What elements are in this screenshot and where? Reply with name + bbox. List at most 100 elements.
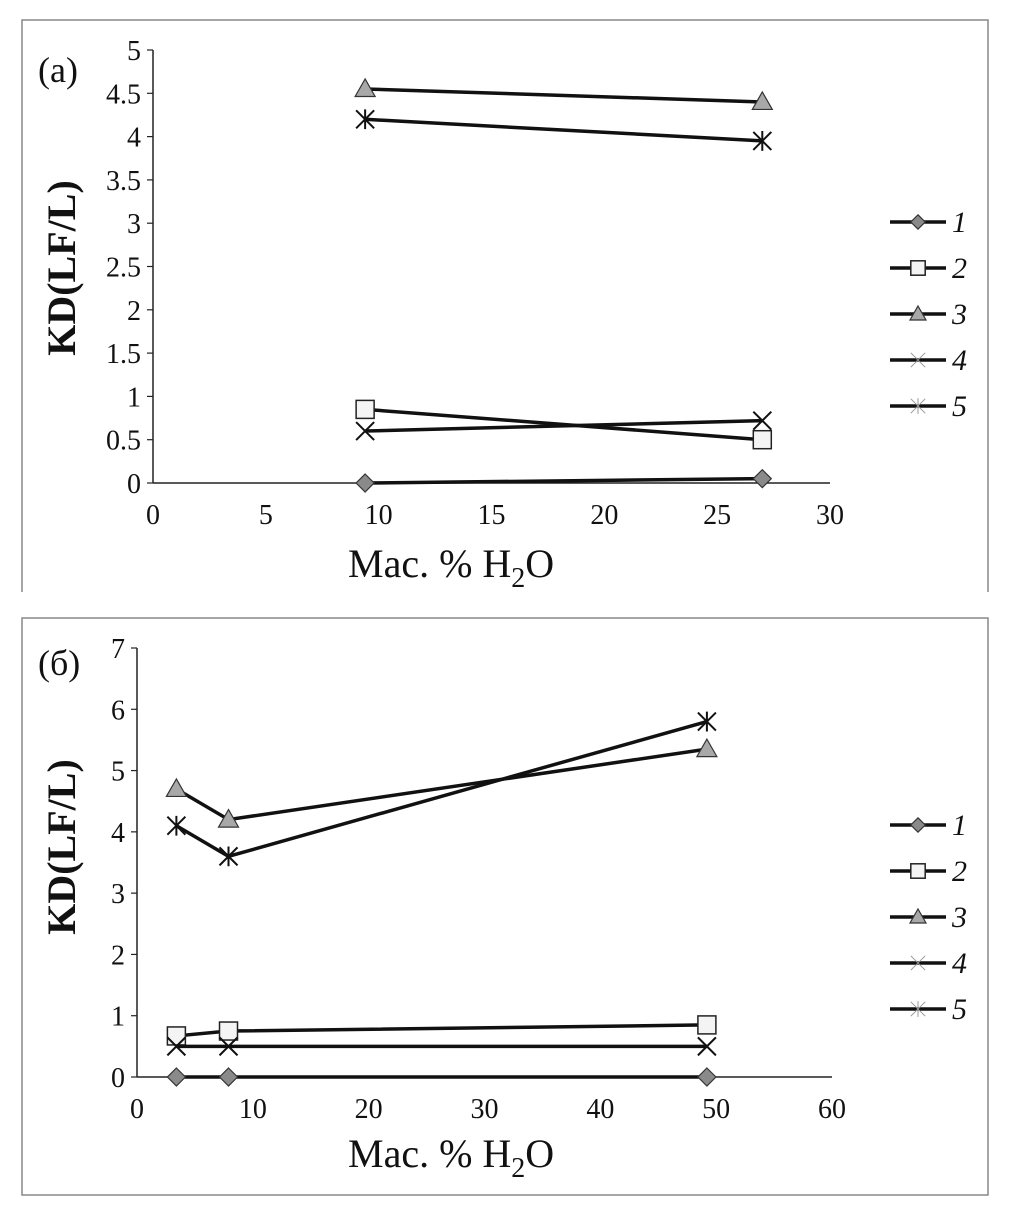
legend-item-1: 1 — [890, 206, 967, 239]
x-tick-label: 10 — [239, 1094, 267, 1125]
y-tick-label: 1 — [127, 382, 141, 413]
asterisk-marker — [910, 398, 926, 414]
x-marker — [910, 955, 926, 971]
y-axis-label: KD(LF/L) — [39, 759, 84, 935]
diamond-marker — [909, 816, 927, 834]
legend-item-4: 4 — [890, 344, 967, 377]
x-axis-label: Mac. % H2O — [348, 541, 554, 594]
triangle-marker — [751, 90, 774, 111]
x-tick-label: 10 — [365, 500, 393, 531]
series-3 — [354, 77, 774, 111]
legend-label: 4 — [952, 344, 967, 377]
series-line-5 — [365, 117, 763, 143]
diamond-marker — [218, 1067, 239, 1087]
series-line-3 — [175, 747, 708, 822]
square-marker — [166, 1026, 187, 1046]
square-marker — [910, 863, 926, 879]
legend-item-5: 5 — [890, 993, 967, 1026]
legend-label: 2 — [952, 855, 967, 888]
x-tick-label: 30 — [471, 1094, 499, 1125]
y-tick-label: 2.5 — [106, 253, 141, 284]
series-1 — [355, 468, 773, 493]
legend-item-4: 4 — [890, 947, 967, 980]
triangle-marker — [695, 737, 718, 758]
panel-label: (a) — [38, 50, 78, 90]
asterisk-marker — [697, 711, 717, 732]
x-marker — [355, 421, 375, 441]
legend-label: 3 — [951, 901, 967, 934]
legend-label: 1 — [952, 206, 967, 239]
x-tick-label: 5 — [259, 500, 273, 531]
y-axis-label: KD(LF/L) — [39, 180, 84, 356]
asterisk-marker — [752, 131, 773, 151]
x-tick-label: 0 — [146, 500, 160, 531]
y-tick-label: 5 — [127, 36, 141, 67]
x-tick-label: 30 — [816, 500, 844, 531]
x-label-subscript: 2 — [511, 1153, 525, 1184]
chart-panel-b: 0 1 2 3 4 5 6 7 0 10 20 30 40 50 60 (б) KD(LF/L) Mac. % H… — [21, 617, 989, 1196]
square-marker — [752, 429, 773, 450]
y-tick-label: 2 — [127, 296, 141, 327]
series-2 — [166, 1015, 717, 1046]
triangle-marker — [908, 304, 928, 321]
legend-item-3: 3 — [890, 901, 967, 934]
y-tick-label: 4 — [127, 123, 141, 154]
asterisk-marker — [166, 815, 187, 836]
x-label-main: Mac. % H — [348, 541, 511, 586]
x-marker — [697, 1036, 717, 1057]
chart-panel-a: 00.511.522.533.544.550 5 10 15 20 25 30(a)KD(L… — [21, 19, 989, 594]
panel-frame — [21, 19, 989, 592]
x-label-main: Mac. % H — [348, 1131, 511, 1176]
panel-label: (б) — [38, 643, 80, 683]
x-label-subscript: 2 — [511, 563, 525, 594]
y-tick-label: 3.5 — [106, 166, 141, 197]
series-4 — [355, 410, 773, 441]
panel-frame — [21, 617, 989, 1196]
legend-label: 4 — [952, 947, 967, 980]
x-marker — [910, 352, 926, 368]
series-line-1 — [365, 476, 763, 485]
y-tick-label: 6 — [111, 695, 125, 726]
x-marker — [166, 1036, 187, 1057]
square-marker — [355, 399, 375, 420]
legend-label: 5 — [952, 390, 967, 423]
series-4 — [166, 1036, 717, 1057]
legend-label: 3 — [951, 298, 967, 331]
y-tick-label: 0 — [111, 1063, 125, 1094]
series-3 — [165, 737, 718, 828]
x-tick-label: 25 — [703, 500, 731, 531]
series-line-3 — [365, 87, 763, 104]
diamond-marker — [355, 473, 375, 493]
series-5 — [355, 109, 773, 151]
diamond-marker — [909, 213, 927, 231]
x-tick-label: 50 — [702, 1094, 730, 1125]
triangle-marker — [217, 808, 240, 828]
triangle-marker — [908, 907, 928, 924]
y-tick-label: 7 — [111, 634, 125, 665]
series-5 — [166, 711, 717, 867]
series-line-2 — [176, 1023, 707, 1038]
legend-item-2: 2 — [890, 855, 967, 888]
triangle-marker — [354, 77, 377, 98]
diamond-marker — [166, 1067, 187, 1087]
y-tick-label: 1.5 — [106, 339, 141, 370]
diamond-marker — [697, 1067, 717, 1087]
legend-item-5: 5 — [890, 390, 967, 423]
square-marker — [910, 260, 926, 276]
x-label-tail: O — [525, 541, 554, 586]
legend-label: 1 — [952, 809, 967, 842]
x-axis-label: Mac. % H2O — [348, 1131, 554, 1184]
y-tick-label: 0 — [127, 469, 141, 500]
x-tick-label: 20 — [355, 1094, 383, 1125]
series-1 — [166, 1067, 717, 1087]
y-tick-label: 0.5 — [106, 426, 141, 457]
y-tick-label: 2 — [111, 940, 125, 971]
square-marker — [218, 1021, 239, 1041]
x-tick-label: 60 — [818, 1094, 846, 1125]
y-tick-label: 3 — [127, 209, 141, 240]
y-tick-label: 4.5 — [106, 79, 141, 110]
legend-label: 2 — [952, 252, 967, 285]
x-tick-label: 0 — [130, 1094, 144, 1125]
x-label-tail: O — [525, 1131, 554, 1176]
